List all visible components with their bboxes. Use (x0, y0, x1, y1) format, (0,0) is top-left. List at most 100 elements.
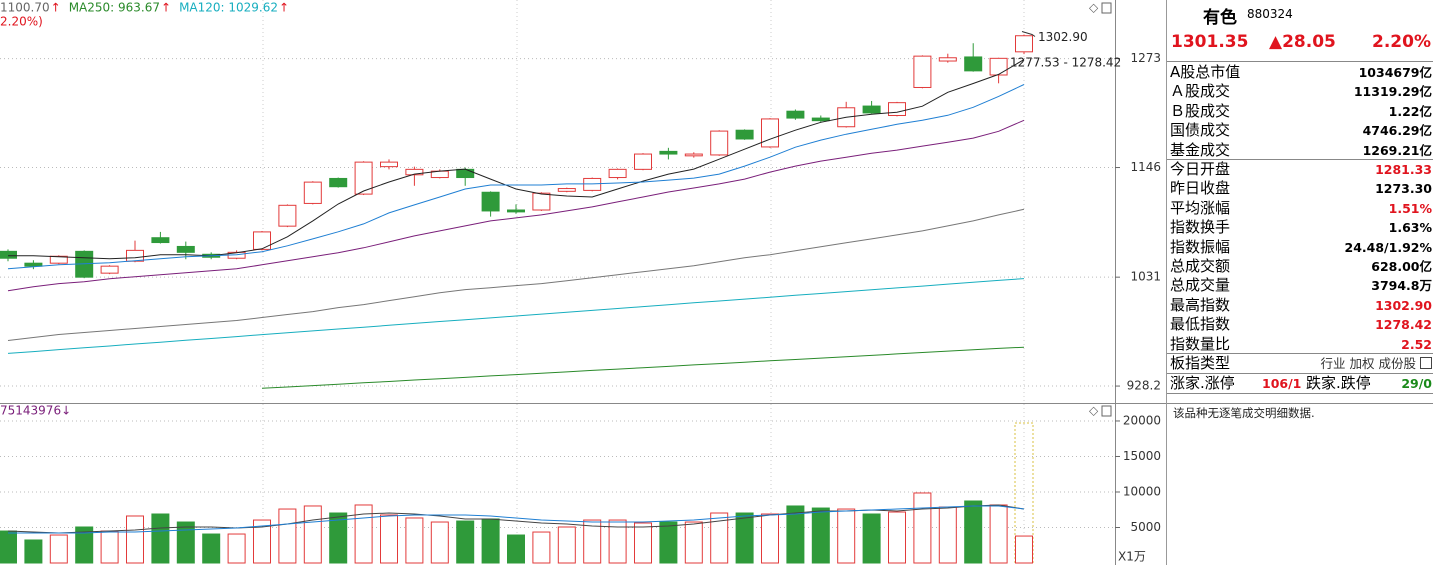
volume-bar (329, 512, 348, 564)
legend-arrow: ↑ (279, 1, 289, 15)
info-row: 国债成交 4746.29亿 (1170, 121, 1432, 140)
volume-bar (938, 506, 957, 564)
chart: ◇ ◇ 2.20%) 75143976↓ X1万 1273 1146 1031 928… (0, 0, 1166, 565)
y-tick-label: 1146 (1130, 160, 1161, 174)
row-label: 基金成交 (1170, 140, 1231, 159)
legend-arrow: ↑ (51, 1, 61, 15)
quote-panel: 有色 880324 1301.35 ▲28.05 2.20% 涨家.涨停 106… (1166, 0, 1433, 565)
row-label: 跌家.跌停 (1306, 374, 1371, 392)
info-row: 指数量比 2.52 (1170, 335, 1432, 354)
row-label: Ｂ股成交 (1170, 101, 1231, 120)
icon-window[interactable] (1101, 405, 1112, 417)
info-row: Ｂ股成交 1.22亿 (1170, 102, 1432, 121)
change: ▲28.05 (1269, 32, 1336, 52)
icon-window[interactable] (1101, 2, 1112, 14)
candle-body (811, 117, 830, 122)
legend-value: MA250: 963.67 (69, 1, 160, 15)
change-pct: 2.20% (1372, 32, 1431, 52)
separator (1167, 353, 1433, 354)
row-value: 1.51% (1388, 200, 1432, 216)
row-label: 总成交额 (1170, 257, 1231, 275)
row-label: 今日开盘 (1170, 160, 1231, 178)
ma-line (261, 346, 1025, 389)
volume-bar (507, 534, 525, 564)
candle-body (278, 204, 297, 227)
volume-bar (811, 507, 830, 564)
row-label: 涨家.涨停 (1170, 374, 1235, 392)
candle-body (253, 231, 271, 250)
ma-line (7, 84, 1025, 270)
row-label: 板指类型 (1170, 354, 1231, 372)
ma-line (7, 119, 1025, 292)
separator (1167, 393, 1433, 394)
row-label: 最高指数 (1170, 295, 1231, 314)
info-row: 指数振幅 24.48/1.92% (1170, 238, 1432, 257)
candle-body (481, 191, 500, 212)
row-value: 1269.21亿 (1362, 142, 1432, 158)
volume-bar (532, 531, 551, 564)
candle-body (989, 57, 1008, 76)
row-value: 3794.8万 (1371, 278, 1432, 294)
separator (1167, 61, 1433, 62)
candle-body (329, 177, 348, 188)
row-label: 指数振幅 (1170, 237, 1231, 256)
separator (1167, 159, 1433, 160)
y-tick-label: 10000 (1123, 484, 1161, 498)
candle-body (964, 56, 983, 72)
candle-body (1015, 35, 1033, 53)
volume-bar (24, 539, 43, 564)
volume-bar (583, 519, 602, 564)
row-label: Ａ股成交 (1170, 82, 1231, 101)
candle-body (583, 177, 602, 191)
volume-bar (202, 533, 221, 564)
y-tick-label: 1031 (1130, 270, 1161, 284)
icon-diamond[interactable]: ◇ (1089, 404, 1099, 418)
updown-row: 涨家.涨停 106/1 跌家.跌停 29/0 (1170, 374, 1432, 393)
info-row: 总成交量 3794.8万 (1170, 276, 1432, 295)
info-row: 基金成交 1269.21亿 (1170, 141, 1432, 160)
volume-bar (303, 505, 322, 564)
ma-line (7, 278, 1025, 354)
y-tick-label: 15000 (1123, 449, 1161, 463)
info-row: 今日开盘 1281.33 (1170, 160, 1432, 179)
candle-body (862, 105, 881, 114)
volume-bar (710, 512, 729, 564)
volume-bar (735, 512, 754, 564)
candle-body (151, 237, 170, 244)
icon-box[interactable] (1420, 357, 1432, 369)
row-value: 1273.30 (1375, 181, 1432, 197)
y-tick-label: 5000 (1130, 520, 1161, 534)
candle-body (100, 265, 119, 274)
candle-body (684, 153, 703, 157)
volume-bar (253, 519, 271, 564)
icon-diamond[interactable]: ◇ (1089, 1, 1099, 15)
volume-bar (227, 533, 246, 564)
candle-body (913, 55, 932, 88)
candle-body (557, 188, 576, 192)
row-label: 平均涨幅 (1170, 198, 1231, 217)
volume-bar (456, 520, 475, 564)
volume-bar (100, 530, 119, 564)
row-value: 1278.42 (1375, 317, 1432, 333)
info-row: 最低指数 1278.42 (1170, 315, 1432, 334)
y-tick-label: 20000 (1123, 413, 1161, 427)
candle-body (608, 168, 627, 179)
volume-bar (405, 517, 424, 564)
high-pointer (1021, 31, 1036, 37)
ma-line (7, 208, 1025, 341)
volume-bar (430, 521, 449, 564)
volume-bar (278, 508, 297, 564)
legend-value: MA120: 1029.62 (179, 1, 278, 15)
row-value: 1034679亿 (1358, 65, 1432, 80)
candle-body (176, 245, 195, 253)
candle-body (710, 130, 729, 156)
y-tick-label: 928.2 (1127, 379, 1161, 393)
row-value: 1.63% (1388, 220, 1432, 236)
candle-body (456, 168, 475, 179)
row-value: 4746.29亿 (1362, 123, 1432, 139)
info-row: A股总市值 1034679亿 (1170, 63, 1432, 82)
volume-bar (126, 515, 144, 564)
ma-line (8, 505, 1025, 534)
volume-bar (1015, 535, 1033, 564)
separator (1167, 403, 1433, 404)
